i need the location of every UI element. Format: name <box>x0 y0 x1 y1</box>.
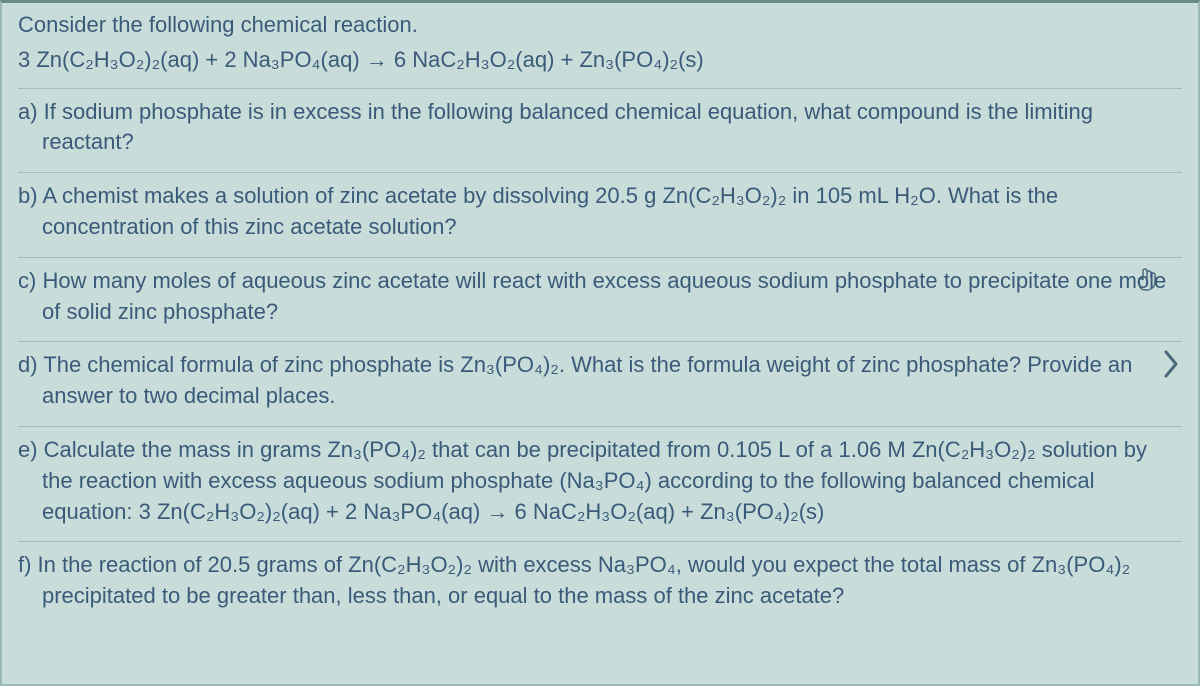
equation-text: 3 Zn(C₂H₃O₂)₂(aq) + 2 Na₃PO₄(aq) → 6 NaC… <box>18 45 1182 76</box>
divider-2 <box>18 172 1182 173</box>
question-a: a) If sodium phosphate is in excess in t… <box>18 97 1182 159</box>
question-f: f) In the reaction of 20.5 grams of Zn(C… <box>18 550 1182 612</box>
question-c: c) How many moles of aqueous zinc acetat… <box>18 266 1182 328</box>
divider-1 <box>18 88 1182 89</box>
question-b: b) A chemist makes a solution of zinc ac… <box>18 181 1182 243</box>
content-area: Consider the following chemical reaction… <box>0 0 1200 636</box>
divider-6 <box>18 541 1182 542</box>
divider-3 <box>18 257 1182 258</box>
intro-text: Consider the following chemical reaction… <box>18 10 1182 41</box>
divider-4 <box>18 341 1182 342</box>
question-d: d) The chemical formula of zinc phosphat… <box>18 350 1182 412</box>
divider-5 <box>18 426 1182 427</box>
question-e: e) Calculate the mass in grams Zn₃(PO₄)₂… <box>18 435 1182 527</box>
